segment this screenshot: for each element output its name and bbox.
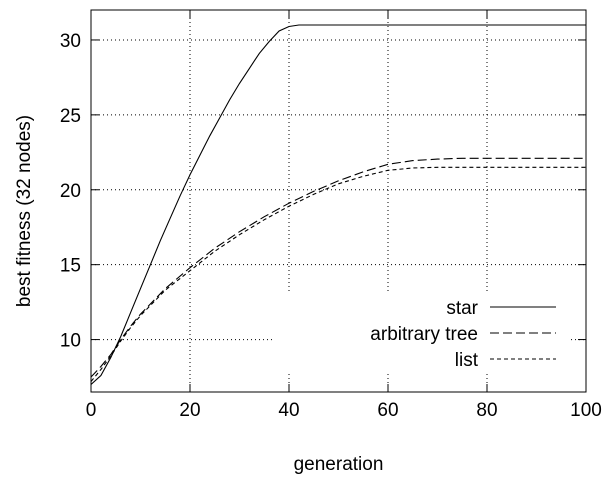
series-line-arbitrary-tree: [90, 157, 586, 378]
series-lines: [90, 24, 586, 385]
x-tick-label: 40: [278, 400, 299, 421]
series-line-star: [90, 24, 586, 385]
plot-frame: [90, 9, 587, 393]
x-tick-label: 100: [570, 400, 602, 421]
x-tick-label: 0: [86, 400, 97, 421]
x-tick-label: 60: [377, 400, 398, 421]
x-tick-label: 80: [476, 400, 497, 421]
series-line-list: [90, 166, 586, 382]
y-tick-label: 10: [60, 331, 81, 352]
y-tick-label: 15: [60, 256, 81, 277]
legend-label-list: list: [455, 350, 479, 371]
y-tick-label: 30: [60, 31, 81, 52]
legend-label-star: star: [446, 298, 478, 319]
legend: star arbitrary tree list: [370, 298, 556, 371]
axis-ticks: 0 20 40 60 80 100 10 15 20 25 30: [60, 10, 602, 421]
legend-label-arbitrary-tree: arbitrary tree: [370, 324, 478, 345]
y-axis-title: best fitness (32 nodes): [14, 115, 35, 307]
x-tick-label: 20: [179, 400, 200, 421]
y-tick-label: 25: [60, 106, 81, 127]
y-tick-label: 20: [60, 181, 81, 202]
x-axis-title: generation: [294, 454, 384, 475]
